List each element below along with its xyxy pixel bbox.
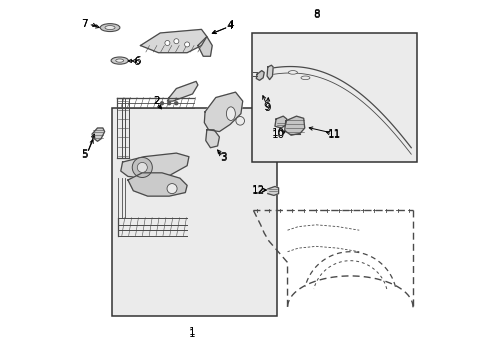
Circle shape [184,42,189,47]
Circle shape [167,102,170,105]
Polygon shape [266,65,273,80]
Text: 1: 1 [189,327,195,337]
Text: 4: 4 [226,21,233,31]
Bar [251,33,416,162]
Text: 11: 11 [327,130,340,140]
Ellipse shape [288,71,297,74]
Polygon shape [284,116,304,135]
Polygon shape [140,30,206,53]
Circle shape [167,184,177,194]
Polygon shape [128,173,187,196]
Text: 4: 4 [227,20,234,30]
Text: 7: 7 [81,19,88,29]
Circle shape [132,157,152,177]
Text: 8: 8 [312,9,319,19]
Text: 5: 5 [81,149,88,159]
Text: 8: 8 [312,10,319,20]
Text: 3: 3 [219,153,226,163]
Ellipse shape [301,76,309,80]
Text: 2: 2 [153,96,160,106]
Ellipse shape [111,57,128,64]
Text: 10: 10 [271,130,285,140]
Text: 3: 3 [219,152,226,162]
Circle shape [160,102,163,105]
Polygon shape [267,186,278,195]
Circle shape [175,102,178,105]
Circle shape [235,117,244,125]
Text: 2: 2 [153,96,160,106]
Text: 12: 12 [251,185,264,195]
Ellipse shape [100,24,120,32]
Text: 12: 12 [251,186,264,196]
Polygon shape [121,153,188,178]
Text: 7: 7 [81,19,88,29]
Polygon shape [274,116,286,128]
Text: 9: 9 [263,102,269,112]
Text: 9: 9 [264,103,270,113]
Circle shape [164,41,169,45]
Ellipse shape [226,107,235,121]
Text: 11: 11 [327,129,340,139]
Text: 6: 6 [133,57,140,67]
Polygon shape [92,128,104,141]
Ellipse shape [105,26,115,30]
Text: 10: 10 [271,129,285,138]
Polygon shape [167,81,198,101]
Circle shape [174,39,179,44]
Polygon shape [205,130,219,148]
Text: 1: 1 [189,329,195,339]
Polygon shape [198,37,212,56]
Polygon shape [204,92,242,132]
Polygon shape [256,71,264,80]
Text: 5: 5 [81,150,88,160]
Circle shape [137,162,147,172]
Bar [112,108,276,316]
Ellipse shape [116,59,123,62]
Text: 6: 6 [134,56,141,66]
